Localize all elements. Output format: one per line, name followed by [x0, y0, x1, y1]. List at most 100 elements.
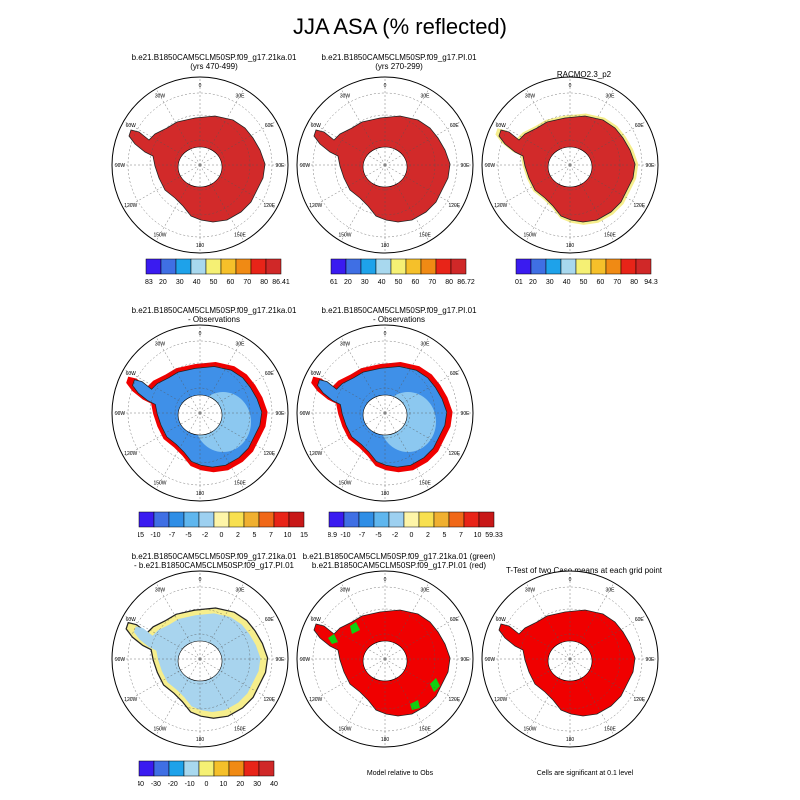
- panel-title-line: - Observations: [372, 315, 426, 324]
- colorbar-label: -10: [340, 532, 350, 539]
- lon-label: 90E: [461, 657, 471, 663]
- colorbar-swatch: [360, 258, 377, 275]
- lon-label: 30E: [421, 342, 431, 348]
- colorbar-label: 7: [459, 532, 463, 539]
- colorbar-swatch: [258, 511, 275, 528]
- meridian: [340, 88, 386, 166]
- panel-title-line: b.e21.B1850CAM5CLM50SP.f09_g17.21ka.01 (…: [302, 552, 496, 561]
- colorbar-label: 2: [426, 532, 430, 539]
- colorbar-swatch: [235, 258, 252, 275]
- lon-label: 90E: [461, 411, 471, 417]
- lon-label: 60E: [450, 371, 460, 377]
- colorbar-swatch: [288, 511, 305, 528]
- lon-label: 120E: [263, 451, 275, 457]
- lon-label: 60W: [311, 617, 322, 623]
- colorbar-label: 70: [613, 279, 621, 286]
- colorbar-swatch: [420, 258, 437, 275]
- meridian: [155, 164, 201, 242]
- colorbar-label: 70: [243, 279, 251, 286]
- lon-label: 180: [381, 491, 390, 497]
- colorbar-swatch: [220, 258, 237, 275]
- colorbar-label: 5.61: [330, 279, 338, 286]
- meridian: [569, 164, 615, 242]
- colorbar-swatch: [403, 511, 420, 528]
- polar-map-model1: 0 30E 60E 90E 120E 150E 180 150W 120W 90W 60W 30W: [111, 76, 289, 254]
- polar-map-model2-obs: 0 30E 60E 90E 120E 150E 180 150W 120W 90W 60W 30W: [296, 324, 474, 502]
- lon-label: 150E: [234, 480, 246, 486]
- panel-title-model2: b.e21.B1850CAM5CLM50SP.f09_g17.PI.01 (yr…: [284, 53, 514, 71]
- colorbar-label: 20: [529, 279, 537, 286]
- colorbar-label: -40: [138, 781, 144, 788]
- colorbar-swatch: [330, 258, 347, 275]
- colorbar-label: -10: [150, 532, 160, 539]
- lon-label: 150E: [234, 726, 246, 732]
- colorbar-swatch: [138, 511, 155, 528]
- lon-label: 150W: [338, 232, 351, 238]
- meridian: [123, 412, 201, 458]
- colorbar-label: 80: [260, 279, 268, 286]
- colorbar-swatch: [358, 511, 375, 528]
- polar-map-relative: 0 30E 60E 90E 120E 150E 180 150W 120W 90W 60W 30W: [296, 570, 474, 748]
- colorbar-label: 80: [445, 279, 453, 286]
- colorbar-swatch: [183, 511, 200, 528]
- lon-label: 180: [196, 737, 205, 743]
- lon-label: 0: [199, 83, 202, 89]
- colorbar-swatch: [168, 511, 185, 528]
- colorbar-swatch: [390, 258, 407, 275]
- lon-label: 30E: [421, 588, 431, 594]
- polar-map-model2: 0 30E 60E 90E 120E 150E 180 150W 120W 90W 60W 30W: [296, 76, 474, 254]
- polar-map-model1-obs: 0 30E 60E 90E 120E 150E 180 150W 120W 90W 60W 30W: [111, 324, 289, 502]
- lon-label: 30W: [340, 94, 351, 100]
- colorbar-swatch: [328, 511, 345, 528]
- meridian: [123, 120, 201, 166]
- colorbar-model1-obs: -15 -10 -7 -5 -2 0 2 5 7 10 15: [138, 511, 308, 539]
- panel-title-line: - b.e21.B1850CAM5CLM50SP.f09_g17.PI.01: [134, 561, 294, 570]
- meridian: [340, 164, 386, 242]
- colorbar-swatch: [635, 258, 652, 275]
- colorbar-label: 60: [596, 279, 604, 286]
- colorbar-label: 2: [236, 532, 240, 539]
- lon-label: 0: [199, 331, 202, 337]
- colorbar-swatch: [373, 511, 390, 528]
- lon-label: 90E: [276, 411, 286, 417]
- meridian: [123, 614, 201, 660]
- colorbar-label: 5: [253, 532, 257, 539]
- colorbar-label: 10: [284, 532, 292, 539]
- colorbar-swatch: [575, 258, 592, 275]
- lon-label: 60E: [450, 123, 460, 129]
- panel-title-line: (yrs 470-499): [190, 62, 238, 71]
- colorbar-swatch: [343, 511, 360, 528]
- colorbar-swatch: [250, 258, 267, 275]
- lon-label: 180: [196, 491, 205, 497]
- lon-label: 120W: [494, 697, 507, 703]
- colorbar-swatch: [435, 258, 452, 275]
- colorbar-label: 7: [269, 532, 273, 539]
- colorbar-label: 50: [580, 279, 588, 286]
- colorbar-swatch: [450, 258, 467, 275]
- colorbar-swatch: [345, 258, 362, 275]
- colorbar-swatch: [153, 760, 170, 777]
- lon-label: 90W: [300, 657, 311, 663]
- colorbar-label: 0: [220, 532, 224, 539]
- meridian: [525, 164, 571, 242]
- panel-title-model1-obs: b.e21.B1850CAM5CLM50SP.f09_g17.21ka.01 -…: [99, 306, 329, 324]
- meridian: [199, 164, 245, 242]
- lon-label: 150W: [153, 480, 166, 486]
- colorbar-swatch: [153, 511, 170, 528]
- panel-title-line: b.e21.B1850CAM5CLM50SP.f09_g17.21ka.01: [131, 306, 297, 315]
- meridian: [199, 658, 277, 704]
- meridian: [199, 412, 277, 458]
- panel-title-line: T-Test of two Case means at each grid po…: [505, 566, 663, 575]
- lon-label: 90W: [300, 411, 311, 417]
- lon-label: 60E: [265, 371, 275, 377]
- lon-label: 60E: [265, 123, 275, 129]
- lon-label: 180: [196, 243, 205, 249]
- colorbar-label: -2: [202, 532, 208, 539]
- lon-label: 120E: [448, 203, 460, 209]
- lon-label: 30E: [606, 588, 616, 594]
- meridian: [199, 368, 277, 414]
- colorbar-swatch: [243, 511, 260, 528]
- lon-label: 90W: [485, 163, 496, 169]
- colorbar-label: -2: [392, 532, 398, 539]
- lon-label: 150W: [153, 726, 166, 732]
